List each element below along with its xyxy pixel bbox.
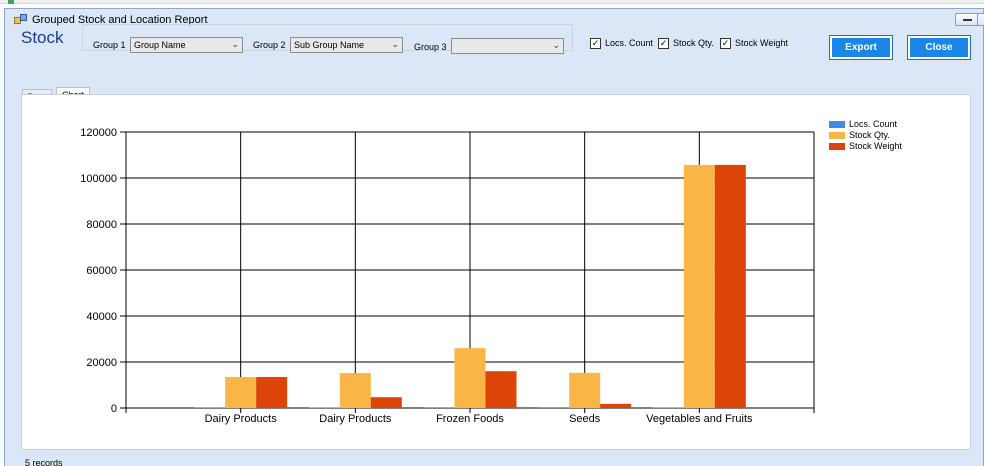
minimize-icon — [963, 19, 972, 21]
group2-value: Sub Group Name — [294, 40, 365, 50]
group1-select[interactable]: Group Name ⌄ — [130, 37, 243, 53]
y-tick-label: 100000 — [80, 173, 117, 185]
chevron-down-icon: ⌄ — [552, 40, 560, 50]
y-tick-label: 120000 — [80, 127, 117, 139]
bar-stock-weight — [714, 164, 746, 408]
title-bar: Grouped Stock and Location Report — [5, 9, 984, 31]
group2-select[interactable]: Sub Group Name ⌄ — [290, 37, 403, 53]
bar-stock-weight — [256, 376, 288, 408]
legend-swatch — [829, 121, 845, 128]
taskbar-mark — [8, 0, 14, 4]
stock-weight-label: Stock Weight — [735, 38, 788, 48]
chevron-down-icon: ⌄ — [391, 39, 399, 49]
x-tick-label: Vegetables and Fruits — [646, 413, 753, 425]
group3-label: Group 3 — [414, 42, 447, 52]
checkbox-check-icon: ✓ — [658, 38, 669, 49]
group1-label: Group 1 — [93, 40, 126, 50]
bar-locs-count — [652, 407, 684, 408]
legend-label: Stock Qty. — [849, 130, 890, 140]
group1-value: Group Name — [134, 40, 186, 50]
top-strip — [0, 0, 984, 4]
y-tick-label: 60000 — [86, 265, 117, 277]
x-tick-label: Seeds — [569, 413, 601, 425]
y-tick-label: 40000 — [86, 311, 117, 323]
bar-stock-qty — [683, 164, 715, 408]
x-tick-label: Dairy Products — [319, 413, 392, 425]
bar-stock-qty — [225, 376, 257, 408]
maximize-button[interactable] — [977, 13, 984, 26]
y-tick-label: 20000 — [86, 357, 117, 369]
x-tick-label: Dairy Products — [205, 413, 278, 425]
window-title: Grouped Stock and Location Report — [32, 14, 208, 26]
legend-swatch — [829, 132, 845, 139]
y-tick-label: 0 — [111, 403, 117, 415]
locs-count-label: Locs. Count — [605, 38, 654, 48]
legend-swatch — [829, 143, 845, 150]
bar-stock-qty — [339, 373, 371, 408]
bar-stock-weight — [370, 397, 402, 408]
y-tick-label: 80000 — [86, 219, 117, 231]
bar-stock-qty — [454, 348, 486, 408]
bar-stock-weight — [485, 371, 517, 408]
bar-stock-weight — [600, 403, 632, 408]
bar-locs-count — [423, 407, 455, 408]
legend-label: Locs. Count — [849, 119, 898, 129]
bar-stock-qty — [569, 372, 601, 408]
app-icon — [14, 14, 28, 26]
stock-qty-label: Stock Qty. — [673, 38, 714, 48]
export-button[interactable]: Export — [829, 35, 893, 60]
legend-label: Stock Weight — [849, 141, 902, 151]
x-tick-label: Frozen Foods — [436, 413, 504, 425]
checkbox-check-icon: ✓ — [590, 38, 601, 49]
page-title: Stock — [21, 28, 64, 47]
group3-select[interactable]: ⌄ — [451, 38, 564, 54]
status-text: 5 records — [25, 458, 63, 466]
close-button[interactable]: Close — [907, 35, 971, 60]
group2-label: Group 2 — [253, 40, 286, 50]
checkbox-check-icon: ✓ — [720, 38, 731, 49]
chevron-down-icon: ⌄ — [231, 39, 239, 49]
